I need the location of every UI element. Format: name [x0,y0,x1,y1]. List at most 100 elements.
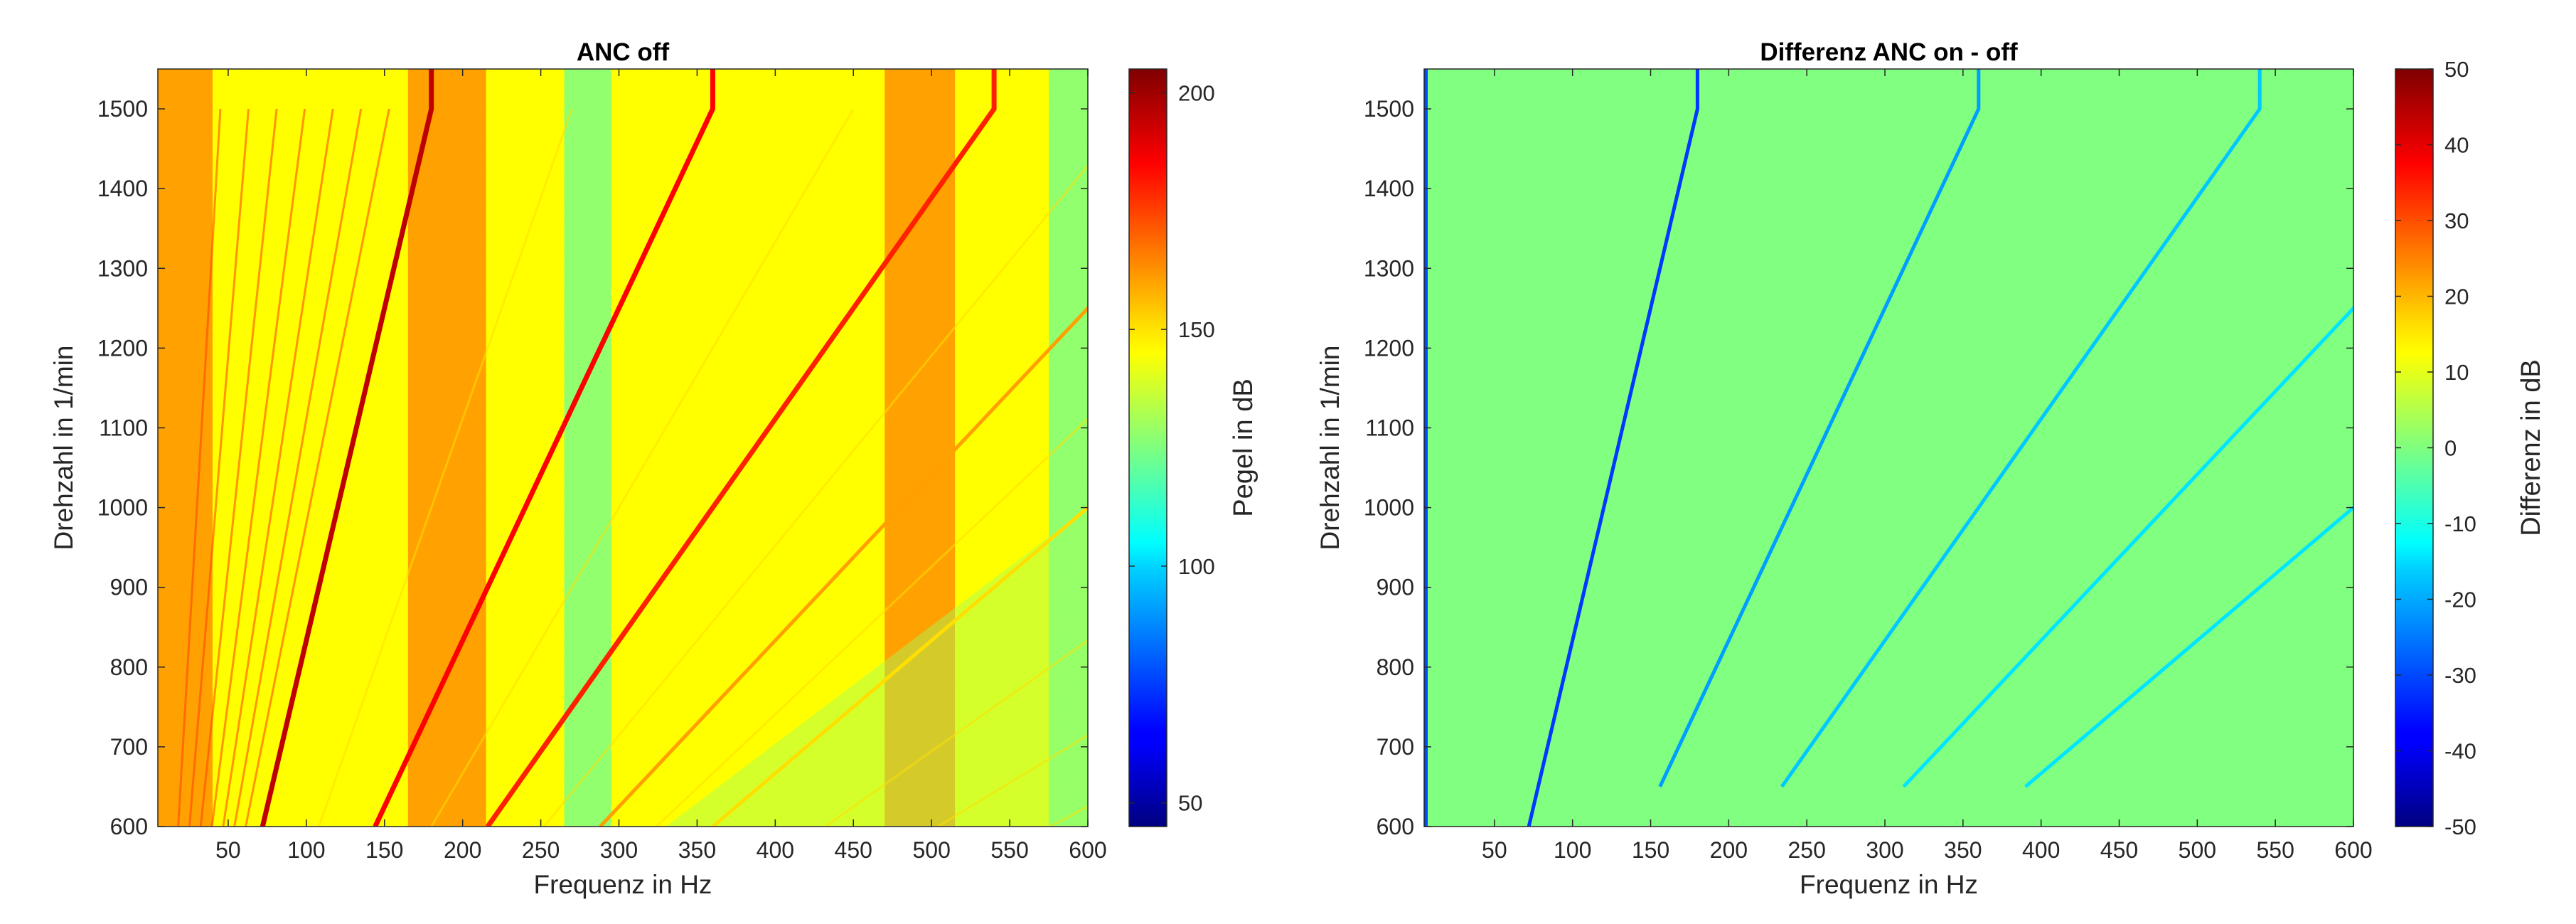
colorbar-label: Pegel in dB [1229,378,1258,516]
harmonic-line [199,108,278,827]
y-tick-label: 1000 [97,495,148,521]
x-tick-label: 300 [1866,837,1903,863]
colorbar-tick-label: 50 [2444,57,2469,82]
x-tick-label: 50 [1482,837,1507,863]
y-tick-label: 900 [1377,575,1414,600]
x-tick-label: 200 [444,837,481,863]
x-tick-label: 550 [990,837,1028,863]
edge-line [1424,69,1428,827]
colorbar-gradient [1128,68,1167,827]
y-tick-label: 1100 [99,415,148,440]
noise-texture [158,69,1088,827]
colorbar-tick-label: 0 [2444,436,2457,461]
x-tick-label: 550 [2256,837,2294,863]
y-tick-label: 700 [110,734,148,760]
chart-title: ANC off [577,38,670,66]
colorbar-tick-label: 100 [1178,554,1215,579]
x-axis-label: Frequenz in Hz [1800,870,1978,899]
order-line-1 [260,69,434,827]
y-tick-label: 1400 [97,176,148,201]
x-tick-label: 100 [287,837,325,863]
harmonic-line [210,108,306,827]
colorbar-tick-label: 30 [2444,208,2469,233]
harmonic-line [222,108,334,827]
x-tick-label: 250 [522,837,560,863]
harmonic-line [430,108,855,827]
colorbar-tick-label: 10 [2444,360,2469,385]
harmonic-line [245,108,390,827]
colorbar-gradient [2395,68,2434,827]
panel-anc-off: 50 100 150 200 250 300 350 400 450 500 550 600 600 70… [49,38,1258,899]
order-line-3 [1780,69,2262,788]
order-line-2 [373,69,715,827]
y-tick-label: 1500 [97,96,148,122]
x-tick-label: 250 [1787,837,1825,863]
harmonic-line [233,108,363,827]
colorbar-tick-label: 50 [1178,791,1202,816]
x-axis-label: Frequenz in Hz [534,870,712,899]
harmonic-line [318,108,573,827]
x-tick-label: 350 [678,837,716,863]
x-tick-label: 400 [757,837,794,863]
y-axis-label: Drehzahl in 1/min [1315,346,1345,551]
x-tick-label: 500 [2179,837,2216,863]
x-tick-label: 150 [1632,837,1669,863]
heatmap-area [158,69,1088,827]
y-tick-label: 600 [110,814,148,839]
colorbar: 50 40 30 20 10 0 -10 -20 -30 -40 -50 Differenz in d… [2395,57,2546,839]
harmonic-line [188,108,250,827]
order-line-4 [599,305,1088,827]
harmonic-line [656,417,1088,827]
colorbar-label: Differenz in dB [2516,359,2546,536]
chart-title: Differenz ANC on - off [1760,38,2018,66]
axes-frame [157,68,1089,827]
heatmap-area [1424,69,2353,827]
order-line-1 [1527,69,1699,827]
x-tick-label: 450 [2100,837,2138,863]
order-line-4 [1902,305,2353,788]
y-tick-label: 1100 [1365,415,1414,440]
harmonic-line [824,639,1088,827]
x-tick-label: 200 [1710,837,1748,863]
y-tick-label: 1000 [1364,495,1414,521]
noise-texture [1424,69,2353,827]
colorbar-tick-label: 200 [1178,80,1215,105]
x-tick-label: 600 [1069,837,1106,863]
x-tick-label: 450 [835,837,872,863]
x-tick-label: 500 [912,837,950,863]
x-tick-label: 50 [215,837,241,863]
x-tick-label: 600 [2334,837,2372,863]
colorbar: 50 100 150 200 Pegel in dB [1128,68,1258,827]
harmonic-line [177,108,222,827]
y-tick-label: 800 [1377,654,1414,680]
colorbar-tick-label: 20 [2444,285,2469,309]
colorbar-tick-label: -40 [2444,739,2476,764]
order-line-5 [2024,505,2353,788]
y-tick-label: 1200 [97,335,148,361]
y-tick-label: 1300 [1364,255,1414,281]
y-tick-label: 1400 [1364,176,1414,201]
x-tick-label: 350 [1944,837,1982,863]
harmonic-line [543,164,1088,827]
colorbar-tick-label: -10 [2444,511,2476,536]
y-tick-label: 1300 [97,255,148,281]
x-tick-label: 400 [2022,837,2060,863]
panel-difference: 50 100 150 200 250 300 350 400 450 500 550 60060070… [1315,38,2546,899]
y-tick-label: 1500 [1364,96,1414,122]
y-tick-label: 600 [1377,814,1414,839]
x-tick-label: 100 [1554,837,1591,863]
axes-frame [1423,68,2354,827]
order-line-3 [485,69,997,827]
colorbar-tick-label: 40 [2444,133,2469,158]
x-tick-label: 150 [365,837,403,863]
colorbar-tick-label: 150 [1178,317,1215,342]
colorbar-tick-label: -20 [2444,588,2476,612]
colorbar-tick-label: -30 [2444,663,2476,688]
y-tick-label: 800 [110,654,148,680]
y-tick-label: 700 [1377,734,1414,760]
y-axis-label: Drehzahl in 1/min [49,346,78,551]
order-line-5 [711,505,1088,827]
x-tick-label: 300 [600,837,638,863]
order-line-2 [1658,69,1981,788]
